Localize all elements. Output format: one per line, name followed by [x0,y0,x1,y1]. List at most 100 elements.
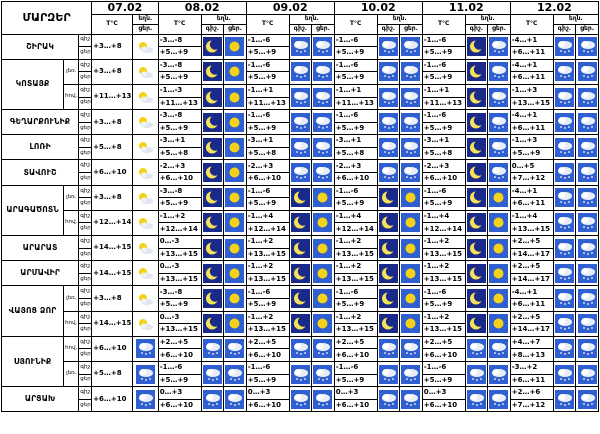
temp-header: T°C [245,13,290,35]
snow-cloud-icon [225,364,246,384]
night-temp: -1…-6 [157,361,202,375]
snow-cloud-icon [554,389,575,409]
sun-icon [313,238,334,258]
day-label: ցեր. [78,71,93,85]
night-icon-cell [552,360,577,388]
night-temp: -1…-6 [421,58,466,73]
snow-cloud-icon [290,87,311,107]
day-temp: +5…+9 [245,298,290,312]
day-label: ցեր. [78,121,93,136]
night-temp: +2…+5 [157,335,202,350]
snow-cloud-icon [378,389,399,409]
day-label: ցեր. [78,96,93,111]
night-temp: -1…+2 [157,209,202,224]
day-label: ցեր. [78,146,93,161]
night-icon-cell [200,386,225,413]
day-temp: +11…+13 [157,96,202,111]
night-icon-cell [288,33,313,60]
night-temp: -1…-6 [245,361,290,375]
night-temp: -4…+1 [509,285,554,299]
snow-cloud-icon [290,364,311,384]
sun-icon [313,263,334,283]
night-icon-cell [552,184,577,211]
moon-icon [290,213,311,233]
partly-cloudy-icon [133,166,157,180]
sun-icon [225,213,246,233]
night-icon-cell [288,83,313,111]
moon-icon [202,263,223,283]
day-temp: +13…+15 [157,272,202,287]
sun-icon [225,37,246,57]
night-icon-cell [288,360,313,388]
night-icon-cell [552,159,577,186]
day-temp: +5…+9 [333,298,378,312]
night-temp: 0…+3 [333,386,378,400]
night-label: գիշ. [78,134,93,148]
day-icon-cell [487,386,511,413]
snow-cloud-icon [577,263,598,283]
night-icon-cell [464,33,489,60]
day-temp: +13…+15 [157,323,202,337]
day-icon-cell [399,335,423,362]
snow-cloud-icon [378,62,399,82]
moon-icon [202,112,223,132]
day-temp: +12…+14 [157,222,202,237]
day-temp: +5…+9 [157,373,202,388]
night-temp: -1…+2 [333,310,378,325]
day-icon-cell [487,235,511,262]
snow-cloud-icon [489,37,510,57]
night-header: գիշ. [552,23,577,35]
snow-cloud-icon [577,213,598,233]
day-icon-cell [575,360,599,388]
snow-cloud-icon [554,364,575,384]
snow-cloud-icon [401,87,422,107]
snow-cloud-icon [554,289,575,309]
night-icon-cell [200,83,225,111]
temp-header: T°C [421,13,466,35]
snow-cloud-icon [554,62,575,82]
night-temp: -1…-6 [421,285,466,299]
day-temp: +11…+13 [245,96,290,111]
day-temp: +14…+17 [509,272,554,287]
night-icon-cell [200,184,225,211]
moon-icon [466,289,487,309]
weather-icon-cell [131,184,159,211]
subregion-label: հով. [63,83,80,111]
weather-header: եղն. [200,13,247,25]
snow-cloud-icon [313,364,334,384]
table-row: ցեր. +13…+15 +13…+15 +13…+15 +13…+15 +14…+17 [2,323,599,337]
night-temp: -1…+2 [421,235,466,249]
moon-icon [466,238,487,258]
table-row: հով. գիշ. +12…+14 -1…+2 -1…+4 -1…+4 -1…+4 -1…+4 [2,209,599,237]
night-temp: -1…+2 [333,260,378,274]
snow-cloud-icon [313,339,334,359]
snow-cloud-icon [554,87,575,107]
night-icon-cell [464,235,489,262]
weather-header: եղն. [376,13,423,25]
night-icon-cell [552,134,577,161]
day-temp: +7…+12 [509,398,554,413]
night-temp: -4…+1 [509,109,554,123]
night-temp: -1…-6 [333,361,378,375]
moon-icon [378,314,399,334]
night-temp: -1…-6 [245,285,290,299]
night-icon-cell [376,83,401,111]
day-icon-cell [223,83,247,111]
table-row: լեռ. գիշ. +5…+8 -1…-6 -1…-6 -1…-6 -1…-6 -3…+2 [2,360,599,388]
night-temp: -1…+3 [509,134,554,148]
table-row: ՏԱՎՈՒՇ գիշ. +6…+10 -2…+3 -2…+3 -2…+3 -2…+3 0…+5 [0,159,599,186]
regions-header: ՄԱՐԶԵՐ [0,1,93,35]
sun-icon [401,213,422,233]
sun-icon [401,238,422,258]
day-icon-cell [487,209,511,237]
subregion-label: լեռ. [63,58,80,85]
day-icon-cell [399,285,423,312]
snow-cloud-icon [225,339,246,359]
snow-cloud-icon [489,87,510,107]
sun-icon [225,112,246,132]
day-temp: +5…+9 [157,71,202,85]
night-temp: +2…+5 [421,335,466,350]
night-temp: -1…-6 [245,58,290,73]
partly-cloudy-icon [133,266,157,280]
temp-value: +14…+15 [91,235,133,262]
